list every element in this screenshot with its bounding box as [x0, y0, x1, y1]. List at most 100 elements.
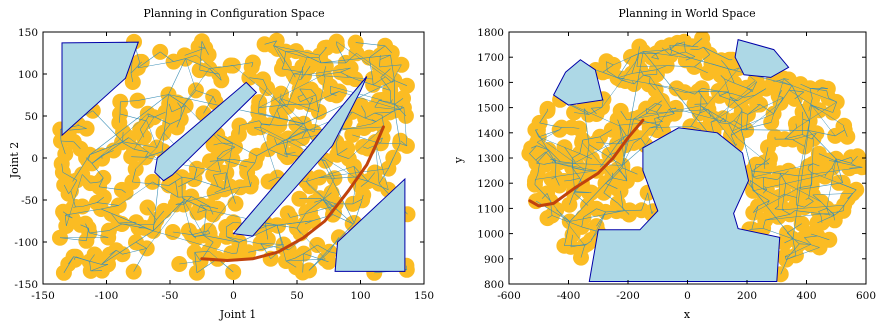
tree-edge — [725, 96, 731, 123]
tree-edge — [622, 118, 634, 166]
tree-edge — [185, 58, 210, 69]
tree-edge — [232, 62, 253, 66]
tree-edge — [606, 61, 614, 66]
tree-edge — [529, 153, 536, 161]
tree-edge — [90, 264, 109, 272]
tree-edge — [299, 88, 311, 105]
y-tick-label: 800 — [484, 279, 504, 291]
tree-edge — [340, 71, 347, 76]
world-space-x-ticks: -600 -400 -200 0 200 400 600 — [497, 32, 876, 302]
tree-edge — [789, 89, 804, 93]
tree-edge — [89, 141, 123, 155]
tree-edge — [732, 113, 774, 132]
tree-edge — [753, 176, 757, 179]
tree-edge — [723, 118, 726, 123]
tree-edge — [203, 235, 214, 243]
tree-edge — [796, 204, 805, 208]
tree-edge — [585, 144, 590, 171]
tree-edge — [310, 97, 314, 100]
tree-edge — [348, 126, 384, 159]
y-tick-label: -50 — [21, 195, 38, 207]
tree-edge — [778, 79, 783, 81]
tree-edge — [783, 78, 793, 86]
tree-edge — [378, 168, 389, 184]
tree-edge — [694, 103, 708, 105]
x-tick-label: 100 — [350, 290, 370, 302]
tree-edge — [649, 100, 662, 111]
tree-edge — [690, 125, 692, 127]
tree-edge — [737, 89, 753, 101]
tree-edge — [346, 74, 356, 80]
tree-edge — [834, 211, 839, 216]
tree-edge — [122, 248, 147, 255]
tree-edge — [784, 134, 803, 140]
tree-edge — [551, 215, 582, 228]
tree-edge — [258, 225, 268, 230]
tree-edge — [778, 80, 837, 103]
world-space-tree — [529, 38, 863, 275]
tree-edge — [544, 162, 552, 165]
tree-edge — [649, 83, 656, 91]
tree-edge — [63, 184, 69, 194]
tree-edge — [175, 181, 179, 198]
tree-edge — [792, 238, 797, 256]
tree-edge — [700, 105, 716, 120]
tree-edge — [699, 67, 740, 114]
tree-edge — [791, 85, 810, 122]
tree-edge — [137, 51, 161, 69]
y-tick-label: 1800 — [477, 27, 504, 39]
tree-edge — [323, 74, 326, 79]
tree-edge — [137, 61, 174, 69]
tree-edge — [374, 112, 383, 116]
tree-edge — [109, 250, 117, 255]
tree-edge — [787, 243, 800, 258]
tree-edge — [259, 120, 262, 124]
tree-edge — [780, 256, 789, 275]
tree-edge — [394, 110, 401, 144]
tree-edge — [214, 186, 230, 193]
world-space-plot-area — [521, 32, 866, 283]
tree-edge — [400, 143, 407, 147]
tree-edge — [290, 212, 311, 218]
tree-edge — [135, 242, 147, 249]
tree-edge — [587, 240, 592, 245]
x-tick-label: 0 — [230, 290, 237, 302]
tree-edge — [811, 104, 833, 113]
tree-edge — [99, 186, 122, 191]
tree-edge — [844, 129, 848, 137]
tree-edge — [299, 128, 307, 131]
tree-edge — [716, 119, 720, 123]
tree-edge — [573, 192, 589, 206]
x-tick-label: 600 — [856, 290, 876, 302]
tree-edge — [80, 224, 89, 229]
tree-edge — [805, 197, 809, 200]
tree-edge — [633, 137, 641, 144]
config-space-y-ticks: -150 -100 -50 0 50 100 150 — [14, 27, 424, 291]
tree-edge — [818, 153, 838, 163]
tree-edge — [265, 222, 297, 229]
tree-edge — [751, 162, 765, 172]
tree-edge — [643, 49, 671, 52]
tree-edge — [389, 110, 395, 113]
tree-edge — [811, 133, 817, 140]
tree-edge — [559, 127, 562, 130]
tree-edge — [550, 158, 561, 162]
tree-edge — [741, 129, 809, 131]
tree-edge — [808, 98, 813, 112]
tree-edge — [160, 51, 174, 62]
tree-edge — [273, 45, 321, 56]
tree-edge — [367, 172, 376, 182]
explored-node — [240, 244, 257, 261]
tree-edge — [719, 118, 724, 123]
tree-edge — [353, 200, 363, 224]
tree-edge — [837, 161, 856, 167]
tree-edge — [379, 59, 381, 67]
tree-edge — [196, 54, 220, 75]
tree-edge — [636, 58, 639, 67]
tree-edge — [337, 154, 349, 159]
tree-edge — [730, 135, 737, 146]
tree-edge — [101, 150, 114, 156]
y-tick-label: -150 — [14, 279, 38, 291]
tree-edge — [646, 109, 709, 114]
